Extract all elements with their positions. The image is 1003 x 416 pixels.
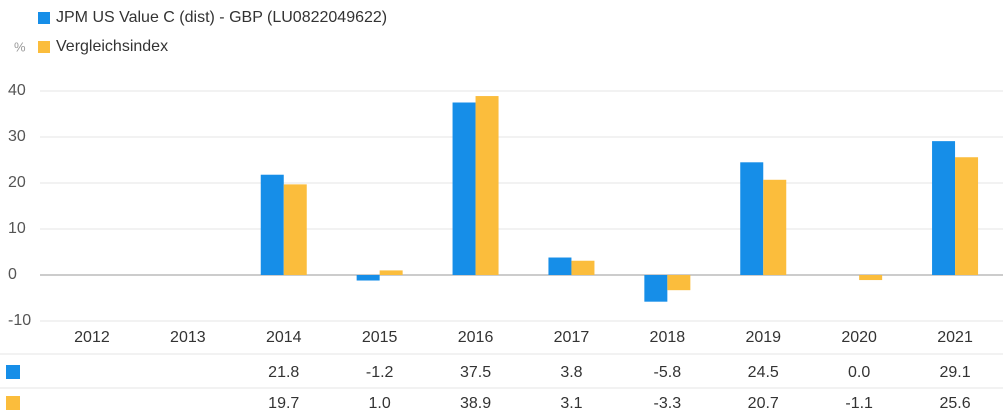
table-value: 20.7	[748, 395, 779, 412]
legend-label: Vergleichsindex	[56, 38, 168, 55]
table-value: 19.7	[268, 395, 299, 412]
table-value: 25.6	[939, 395, 970, 412]
y-tick-label: 30	[8, 128, 26, 145]
x-tick-label: 2015	[362, 329, 398, 346]
bar	[667, 275, 691, 291]
bar	[763, 179, 787, 275]
legend-swatch	[38, 41, 50, 53]
table-value: 21.8	[268, 364, 299, 381]
bar	[859, 275, 883, 281]
table-value: -1.2	[366, 364, 394, 381]
x-tick-label: 2017	[554, 329, 590, 346]
table-value: 24.5	[748, 364, 779, 381]
legend-label: JPM US Value C (dist) - GBP (LU082204962…	[56, 9, 387, 26]
x-tick-label: 2021	[937, 329, 973, 346]
x-tick-label: 2013	[170, 329, 206, 346]
y-tick-label: 10	[8, 220, 26, 237]
bar	[740, 162, 764, 275]
table-swatch	[6, 365, 20, 379]
bar	[644, 275, 668, 302]
x-tick-label: 2019	[745, 329, 781, 346]
table-value: 29.1	[939, 364, 970, 381]
table-value: -1.1	[845, 395, 873, 412]
table-value: 37.5	[460, 364, 491, 381]
bar	[475, 96, 499, 275]
table-value: 3.1	[560, 395, 582, 412]
bar	[452, 102, 476, 275]
x-tick-label: 2016	[458, 329, 494, 346]
y-axis-label: %	[14, 39, 26, 54]
bar	[932, 141, 956, 275]
legend-swatch	[38, 12, 50, 24]
x-tick-label: 2020	[841, 329, 877, 346]
y-tick-label: 20	[8, 174, 26, 191]
table-value: -3.3	[654, 395, 682, 412]
table-value: 3.8	[560, 364, 582, 381]
bar	[548, 257, 572, 275]
table-value: 38.9	[460, 395, 491, 412]
table-swatch	[6, 396, 20, 410]
table-value: -5.8	[654, 364, 682, 381]
table-value: 1.0	[369, 395, 391, 412]
bar	[571, 260, 595, 275]
bar	[356, 275, 380, 281]
x-tick-label: 2012	[74, 329, 110, 346]
table-value: 0.0	[848, 364, 870, 381]
bar	[379, 270, 403, 275]
y-tick-label: -10	[8, 312, 31, 329]
y-tick-label: 0	[8, 266, 17, 283]
x-tick-label: 2018	[650, 329, 686, 346]
x-tick-label: 2014	[266, 329, 302, 346]
bar	[260, 174, 284, 275]
bar	[955, 157, 979, 275]
y-tick-label: 40	[8, 82, 26, 99]
bar	[283, 184, 307, 275]
